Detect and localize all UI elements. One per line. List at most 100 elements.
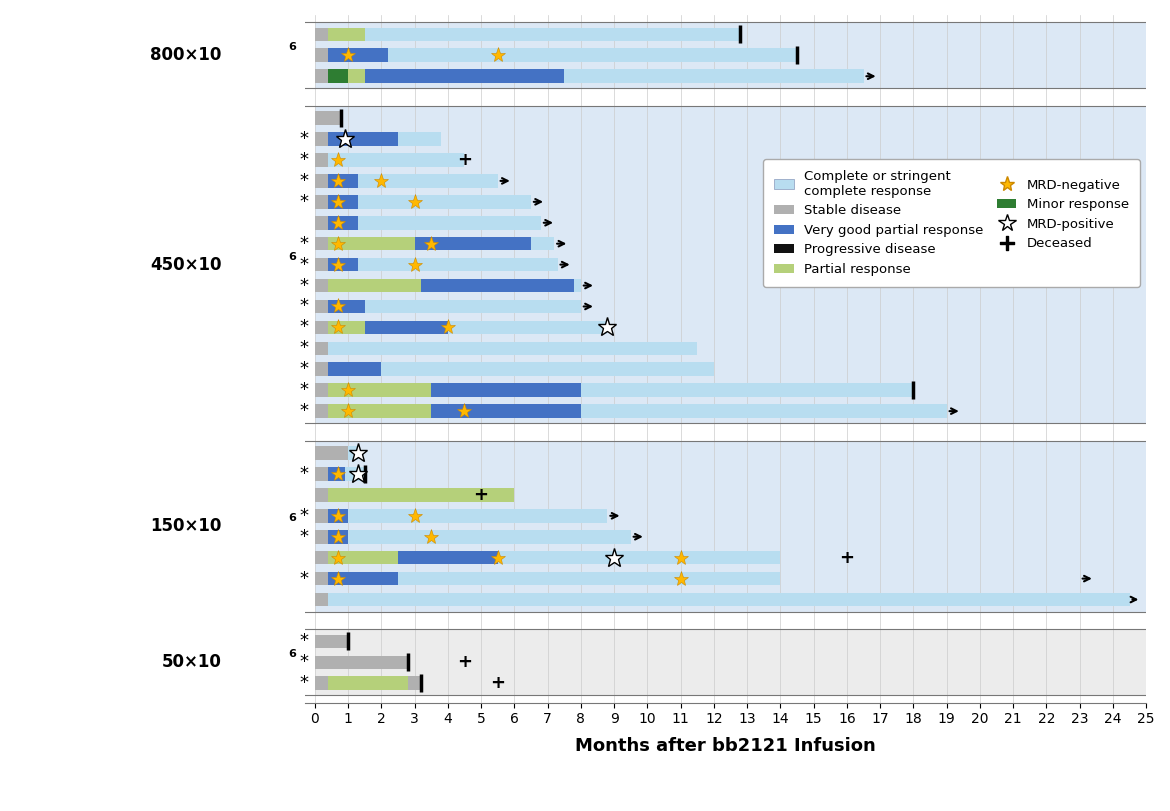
Bar	[315, 629, 1147, 695]
Text: +: +	[457, 151, 472, 169]
Bar	[358, 216, 541, 230]
Text: 6: 6	[289, 42, 296, 53]
Text: +: +	[474, 486, 489, 504]
Bar	[315, 467, 328, 481]
Bar	[497, 551, 780, 564]
Text: +: +	[490, 674, 505, 693]
Text: 50×10: 50×10	[161, 654, 221, 672]
Bar	[315, 530, 328, 543]
Bar	[574, 279, 580, 292]
Bar	[315, 216, 328, 230]
Bar	[315, 593, 328, 607]
Bar	[347, 70, 365, 83]
Text: *: *	[300, 130, 309, 148]
Bar	[315, 132, 328, 146]
Bar	[328, 237, 414, 251]
Bar	[328, 467, 345, 481]
Bar	[315, 106, 1147, 423]
Bar	[328, 49, 388, 62]
Bar	[328, 405, 432, 418]
Bar	[315, 655, 328, 669]
Bar	[328, 655, 408, 669]
Bar	[315, 28, 328, 41]
Text: *: *	[300, 151, 309, 169]
Bar	[328, 132, 398, 146]
Bar	[358, 258, 558, 272]
Bar	[315, 676, 328, 690]
Bar	[315, 363, 328, 376]
Bar	[365, 300, 580, 313]
Bar	[531, 237, 555, 251]
Bar	[328, 28, 365, 41]
Bar	[328, 174, 358, 187]
Bar	[315, 341, 328, 355]
Text: +: +	[457, 654, 472, 672]
Text: 800×10: 800×10	[150, 46, 221, 64]
Bar	[328, 530, 347, 543]
Bar	[315, 49, 328, 62]
Bar	[347, 446, 358, 460]
Bar	[315, 258, 328, 272]
Bar	[328, 572, 398, 586]
Text: *: *	[300, 528, 309, 546]
Text: *: *	[300, 360, 309, 378]
Bar	[315, 405, 328, 418]
Bar	[328, 676, 408, 690]
Bar	[365, 28, 741, 41]
Bar	[328, 279, 421, 292]
Bar	[381, 363, 714, 376]
Bar	[315, 300, 328, 313]
Bar	[432, 405, 580, 418]
Bar	[408, 676, 421, 690]
Bar	[432, 384, 580, 397]
Text: *: *	[300, 507, 309, 525]
Text: 450×10: 450×10	[150, 255, 221, 273]
Bar	[398, 572, 780, 586]
Bar	[315, 446, 347, 460]
Bar	[388, 49, 797, 62]
Bar	[315, 634, 347, 648]
Bar	[315, 237, 328, 251]
Bar	[315, 441, 1147, 611]
Bar	[328, 195, 358, 208]
Text: 6: 6	[289, 251, 296, 262]
Bar	[347, 530, 631, 543]
Bar	[365, 320, 448, 334]
Bar	[328, 593, 1129, 607]
Text: *: *	[300, 465, 309, 483]
Bar	[328, 300, 365, 313]
Bar	[315, 23, 1147, 88]
Text: 150×10: 150×10	[150, 517, 221, 535]
Bar	[448, 320, 607, 334]
Bar	[328, 320, 365, 334]
Bar	[345, 467, 365, 481]
Bar	[328, 488, 515, 502]
Bar	[580, 405, 947, 418]
Bar	[398, 551, 497, 564]
Bar	[315, 195, 328, 208]
Bar	[358, 195, 531, 208]
Bar	[398, 132, 441, 146]
Text: *: *	[300, 298, 309, 315]
Bar	[328, 153, 464, 167]
Bar	[365, 70, 564, 83]
Text: *: *	[300, 569, 309, 588]
Bar	[315, 320, 328, 334]
Bar	[315, 279, 328, 292]
Bar	[328, 216, 358, 230]
Bar	[315, 572, 328, 586]
X-axis label: Months after bb2121 Infusion: Months after bb2121 Infusion	[576, 737, 876, 756]
Text: *: *	[300, 633, 309, 650]
Text: *: *	[300, 255, 309, 273]
Bar	[328, 384, 432, 397]
Text: *: *	[300, 319, 309, 337]
Bar	[315, 488, 328, 502]
Bar	[315, 70, 328, 83]
Text: 6: 6	[289, 513, 296, 523]
Bar	[580, 384, 914, 397]
Text: *: *	[300, 381, 309, 399]
Bar	[328, 551, 398, 564]
Bar	[358, 174, 497, 187]
Text: *: *	[300, 402, 309, 420]
Bar	[328, 363, 381, 376]
